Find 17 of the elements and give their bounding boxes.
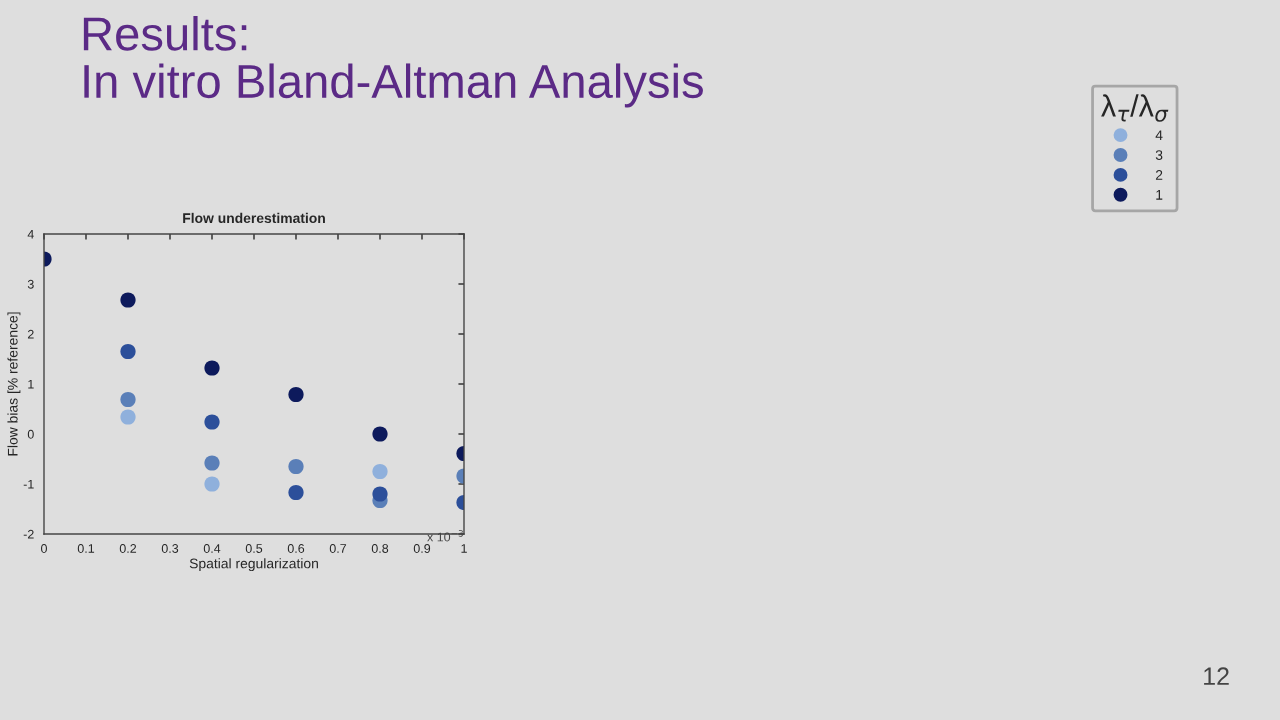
point: [204, 455, 220, 471]
point: [372, 463, 388, 480]
point: [120, 391, 136, 408]
point: [204, 360, 220, 376]
point: [204, 414, 220, 430]
point: [288, 484, 304, 501]
point: [120, 292, 136, 308]
text: 12: [1204, 667, 1229, 685]
point: [372, 486, 388, 502]
point: [204, 476, 220, 492]
point: [120, 343, 136, 360]
legend-title: λ$_{τ}$/λ$_{σ}$: [1101, 94, 1169, 122]
chart-title: Results: In vitro Bland-Altman Analysis: [83, 16, 703, 108]
point: [288, 386, 304, 403]
point: [372, 426, 388, 442]
point: [288, 458, 304, 475]
point: [120, 409, 136, 425]
